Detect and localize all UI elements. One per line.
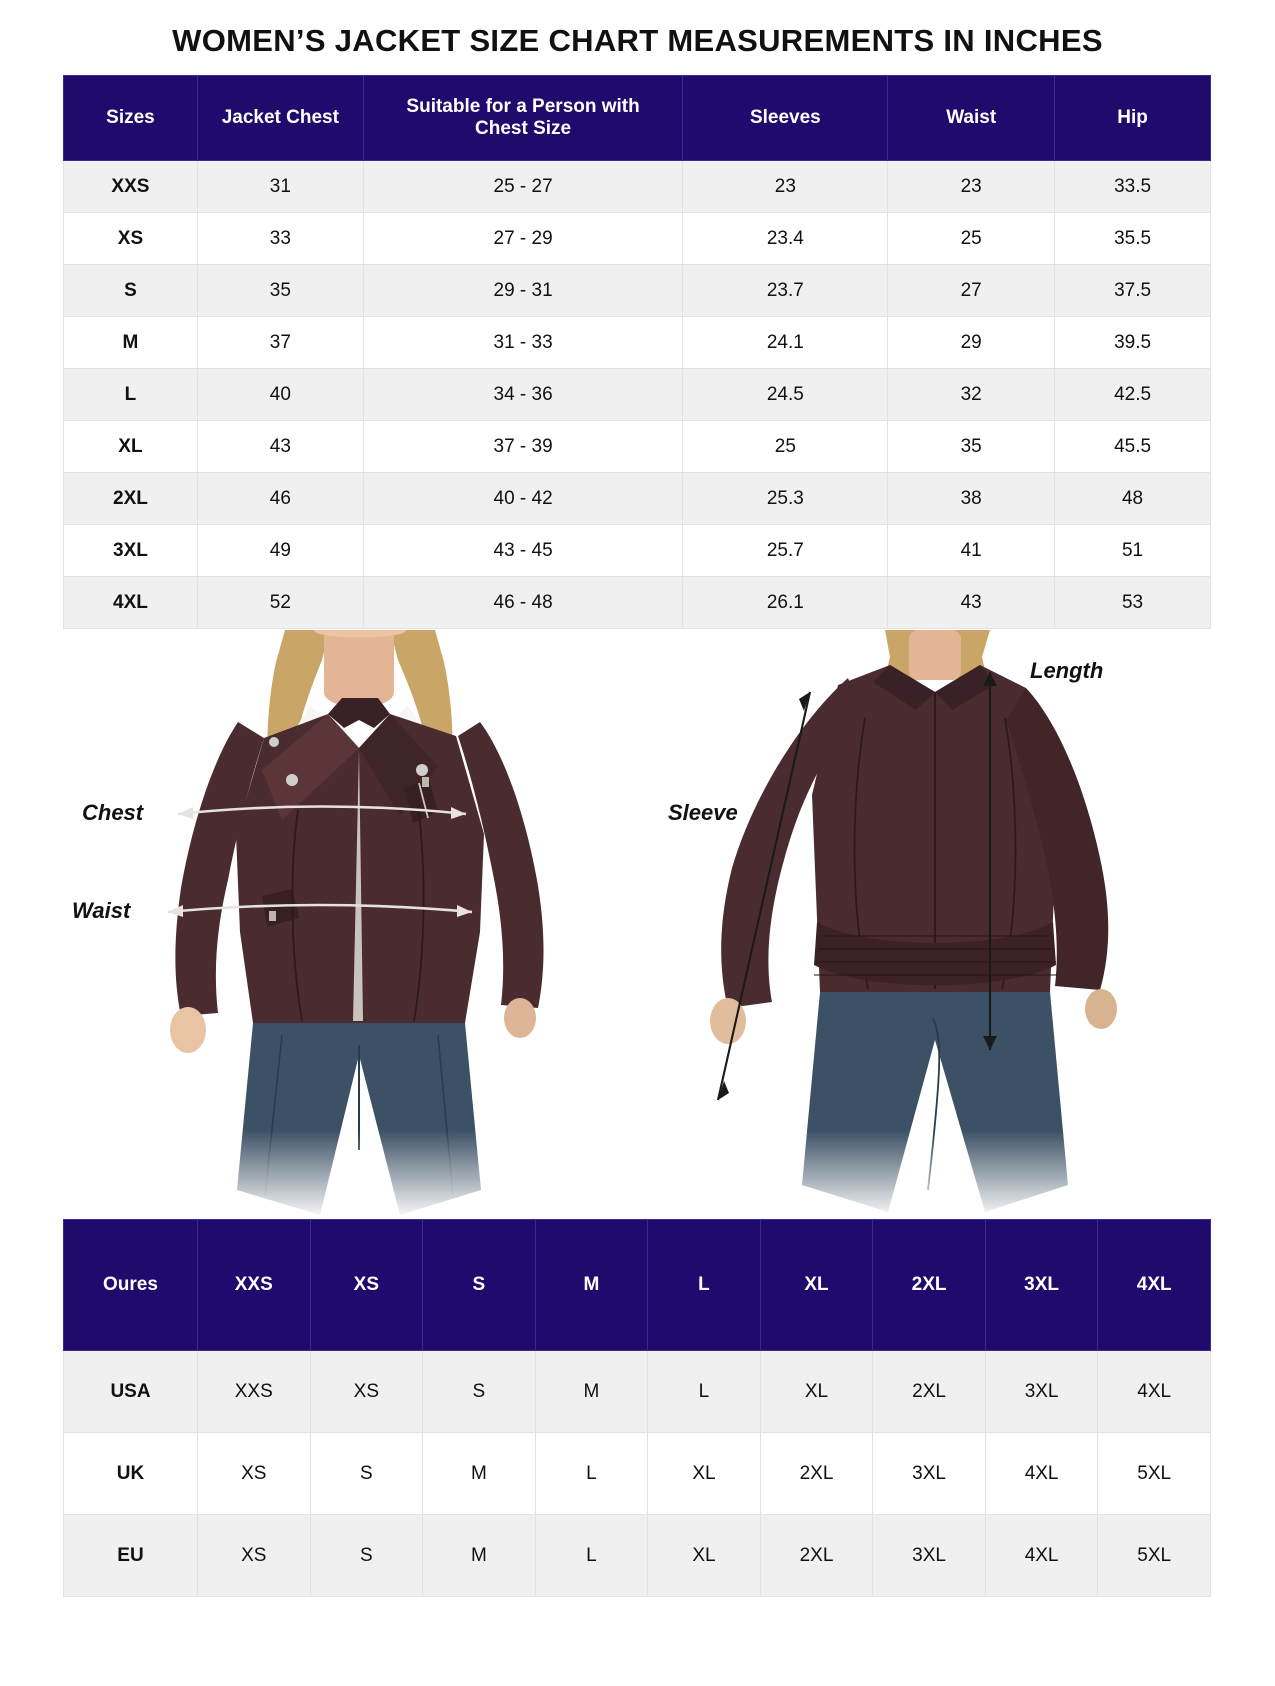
svg-text:Length: Length [1030,658,1103,683]
svg-text:Sleeve: Sleeve [668,800,738,825]
svg-text:Waist: Waist [72,898,132,923]
svg-text:Chest: Chest [82,800,145,825]
